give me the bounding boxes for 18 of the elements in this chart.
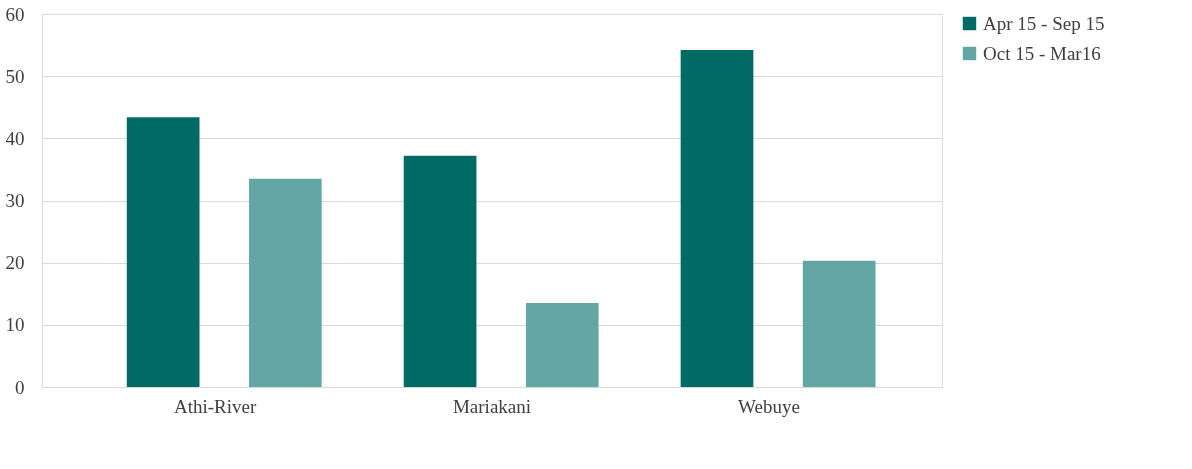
y-tick-label: 0 (15, 376, 25, 398)
bar (403, 155, 477, 387)
y-tick-label: 10 (5, 314, 25, 336)
legend-label: Apr 15 - Sep 15 (983, 12, 1105, 34)
bar (525, 303, 599, 387)
y-tick-label: 30 (5, 190, 25, 211)
bar (802, 260, 876, 387)
y-tick-label: 40 (5, 127, 25, 149)
x-tick-label: Webuye (738, 395, 800, 417)
bar (248, 178, 322, 387)
y-tick-label: 60 (5, 3, 25, 25)
y-tick-label: 20 (5, 252, 25, 274)
bar (680, 50, 754, 387)
x-tick-label: Athi-River (173, 395, 257, 417)
y-tick-label: 50 (5, 65, 25, 87)
legend-label: Oct 15 - Mar16 (983, 42, 1101, 64)
x-tick-label: Mariakani (452, 395, 532, 417)
bar (126, 117, 200, 387)
